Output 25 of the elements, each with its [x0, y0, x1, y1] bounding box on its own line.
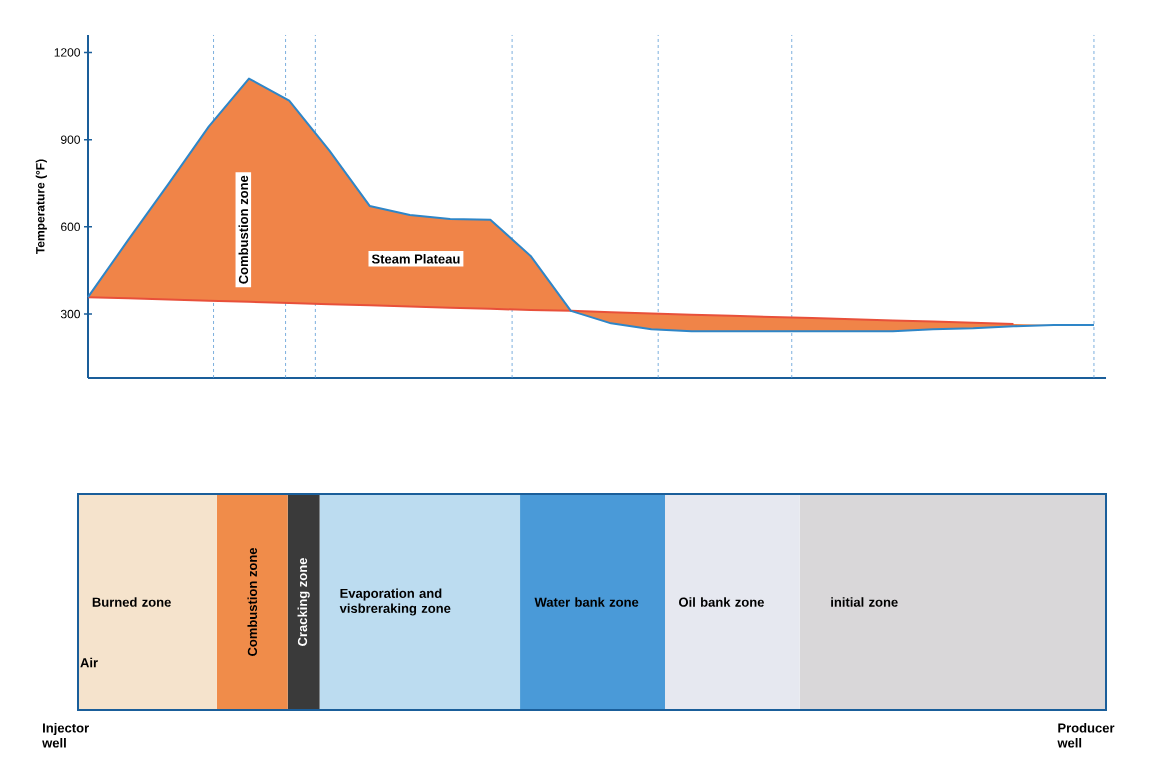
series-label: Combustion zone: [247, 547, 258, 656]
series-label: Burned zone: [92, 597, 171, 607]
text: Injector well: [42, 722, 89, 748]
bar: [799, 494, 1107, 710]
annotation: Combustion zone: [238, 175, 249, 284]
series-label: Evaporation and visbreraking zone: [339, 588, 451, 616]
text: Producer well: [1057, 722, 1115, 748]
line-series: [87, 296, 1015, 325]
annotation: Air: [80, 657, 98, 668]
series-label: initial zone: [831, 597, 898, 607]
bar: [78, 494, 217, 710]
annotation: Steam Plateau: [371, 254, 460, 264]
bar: [664, 494, 800, 710]
series-label: Cracking zone: [297, 558, 310, 646]
bar: [319, 494, 521, 710]
series-label: Water bank zone: [534, 597, 639, 607]
y-axis-title: Temperature (°F): [35, 159, 47, 254]
y-tick-label: 600: [61, 222, 80, 232]
series-label: Oil bank zone: [679, 597, 764, 607]
bar: [216, 494, 288, 710]
y-tick-label: 300: [60, 309, 80, 319]
y-tick-label: 1200: [54, 48, 80, 57]
bar: [287, 494, 320, 710]
y-tick-label: 900: [61, 135, 80, 144]
bar: [520, 494, 665, 710]
